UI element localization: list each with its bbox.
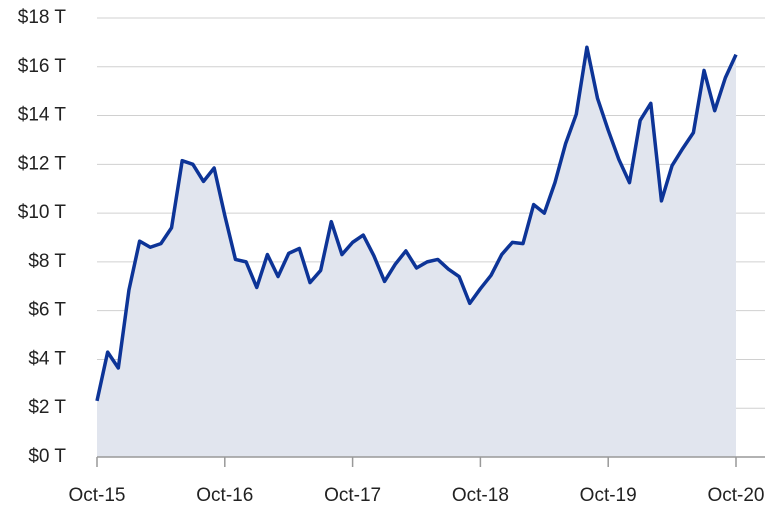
y-tick-label: $0 T [28,446,66,467]
y-tick-label: $2 T [28,397,66,418]
y-tick-label: $18 T [18,7,67,28]
area [97,47,736,458]
x-tick-label: Oct-19 [580,485,637,506]
y-tick-label: $16 T [18,56,67,77]
line [95,45,738,402]
y-tick-label: $12 T [18,153,67,174]
x-tick-label: Oct-18 [452,485,509,506]
y-tick-label: $8 T [28,251,66,272]
y-tick-label: $6 T [28,300,66,321]
y-tick-label: $4 T [28,348,66,369]
x-tick-label: Oct-20 [707,485,764,506]
x-tick-label: Oct-15 [68,485,125,506]
x-tick-label: Oct-17 [324,485,381,506]
y-tick-label: $10 T [18,202,67,223]
y-tick-label: $14 T [18,105,67,126]
x-tick-label: Oct-16 [196,485,253,506]
